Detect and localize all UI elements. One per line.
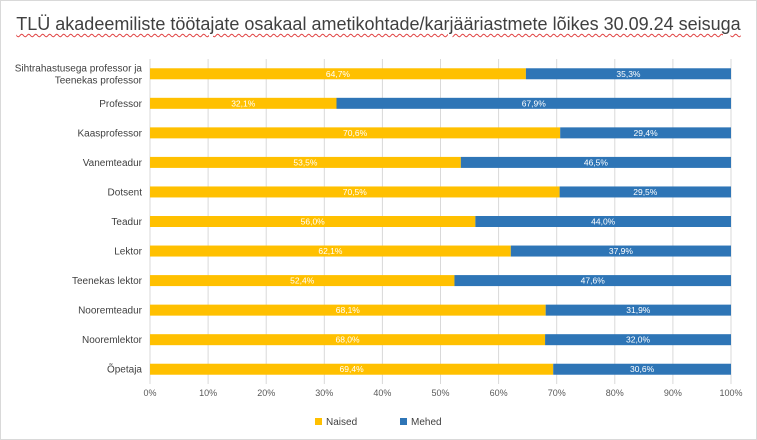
category-label: Lektor bbox=[114, 247, 142, 258]
bar-mehed bbox=[525, 68, 731, 80]
bar-mehed bbox=[560, 127, 731, 139]
data-label: 46,5% bbox=[584, 157, 609, 167]
data-label: 47,6% bbox=[581, 276, 606, 286]
category-label: Nooremteadur bbox=[78, 306, 143, 317]
chart-title: TLÜ akadeemiliste töötajate osakaal amet… bbox=[0, 14, 757, 35]
data-label: 68,1% bbox=[336, 305, 361, 315]
data-label: 32,0% bbox=[626, 335, 651, 345]
bar-mehed bbox=[454, 275, 731, 287]
category-label: Vanemteadur bbox=[83, 158, 143, 169]
category-label: Õpetaja bbox=[107, 363, 142, 376]
x-tick-label: 60% bbox=[490, 388, 508, 398]
category-label: Nooremlektor bbox=[82, 335, 143, 346]
data-label: 56,0% bbox=[301, 217, 326, 227]
bar-naised bbox=[150, 186, 560, 198]
x-tick-label: 0% bbox=[143, 388, 156, 398]
bar-naised bbox=[150, 127, 561, 139]
bar-naised bbox=[150, 275, 455, 287]
chart-title-text: TLÜ akadeemiliste töötajate osakaal amet… bbox=[16, 14, 741, 34]
bar-naised bbox=[150, 68, 526, 80]
category-label: Teenekas lektor bbox=[72, 276, 143, 287]
legend-label-naised: Naised bbox=[326, 417, 357, 428]
bar-mehed bbox=[545, 334, 731, 346]
x-tick-label: 20% bbox=[257, 388, 275, 398]
bar-mehed bbox=[545, 304, 731, 316]
bar-mehed bbox=[475, 216, 731, 227]
bar-naised bbox=[150, 334, 546, 346]
data-label: 70,5% bbox=[343, 187, 368, 197]
data-label: 68,0% bbox=[335, 335, 360, 345]
data-label: 44,0% bbox=[591, 217, 616, 227]
data-label: 52,4% bbox=[290, 276, 315, 286]
legend-label-mehed: Mehed bbox=[411, 417, 442, 428]
data-label: 70,6% bbox=[343, 128, 368, 138]
x-tick-label: 70% bbox=[548, 388, 566, 398]
bar-mehed bbox=[553, 363, 731, 375]
x-tick-label: 100% bbox=[719, 388, 742, 398]
bar-mehed bbox=[460, 156, 731, 168]
bar-naised bbox=[150, 363, 554, 375]
bar-mehed bbox=[559, 186, 731, 198]
category-label: Professor bbox=[99, 99, 142, 110]
bar-naised bbox=[150, 97, 337, 109]
data-label: 29,4% bbox=[634, 128, 659, 138]
data-label: 37,9% bbox=[609, 246, 634, 256]
data-label: 29,5% bbox=[633, 187, 658, 197]
x-tick-label: 30% bbox=[315, 388, 333, 398]
bar-naised bbox=[150, 156, 461, 168]
data-label: 35,3% bbox=[616, 69, 641, 79]
bar-naised bbox=[150, 304, 546, 316]
legend-swatch-naised bbox=[315, 418, 322, 425]
bar-mehed bbox=[510, 245, 731, 257]
bar-naised bbox=[150, 216, 476, 227]
data-label: 69,4% bbox=[340, 364, 365, 374]
data-label: 30,6% bbox=[630, 364, 655, 374]
bar-mehed bbox=[336, 97, 731, 109]
category-label: Kaasprofessor bbox=[78, 128, 143, 139]
category-label: Dotsent bbox=[108, 187, 143, 198]
x-tick-label: 10% bbox=[199, 388, 217, 398]
data-label: 53,5% bbox=[293, 157, 318, 167]
x-tick-label: 80% bbox=[606, 388, 624, 398]
data-label: 62,1% bbox=[318, 246, 343, 256]
x-tick-label: 40% bbox=[373, 388, 391, 398]
legend-swatch-mehed bbox=[400, 418, 407, 425]
data-label: 32,1% bbox=[231, 98, 256, 108]
x-tick-label: 90% bbox=[664, 388, 682, 398]
bar-naised bbox=[150, 245, 511, 257]
data-label: 67,9% bbox=[522, 98, 547, 108]
data-label: 31,9% bbox=[626, 305, 651, 315]
x-tick-label: 50% bbox=[431, 388, 449, 398]
category-label: Teadur bbox=[111, 217, 142, 228]
category-label: Sihtrahastusega professor ja Teenekas pro… bbox=[15, 63, 143, 86]
data-label: 64,7% bbox=[326, 69, 351, 79]
